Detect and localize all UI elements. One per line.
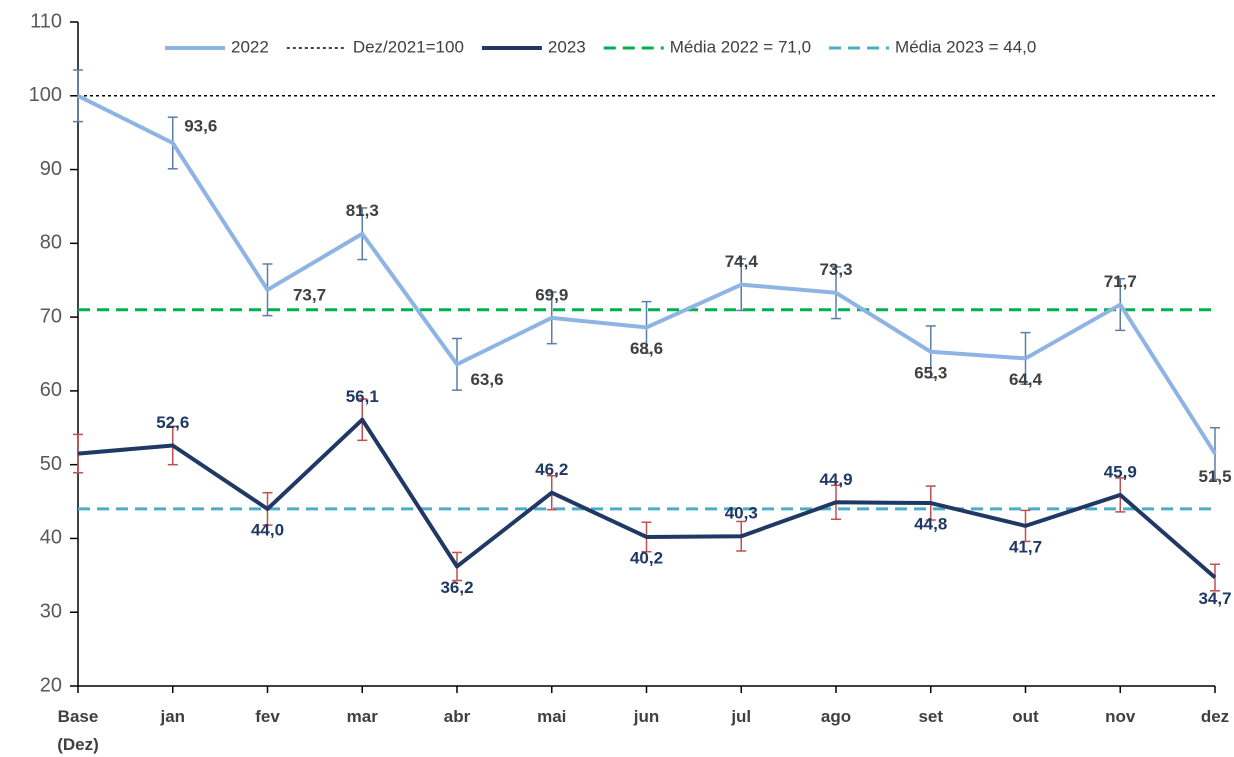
value-label: 74,4 <box>725 252 759 271</box>
x-tick-label: fev <box>255 707 280 726</box>
y-tick-label: 60 <box>40 379 62 401</box>
value-label: 51,5 <box>1198 467 1231 486</box>
x-tick-label: Base (Dez) <box>57 707 99 754</box>
value-label: 44,9 <box>819 470 852 489</box>
x-tick-label-line: mar <box>347 707 379 726</box>
legend-label: 2023 <box>548 37 586 56</box>
x-tick-label-line: ago <box>821 707 851 726</box>
value-label: 45,9 <box>1104 462 1137 481</box>
value-label: 40,3 <box>725 504 758 523</box>
x-tick-label: mar <box>347 707 379 726</box>
value-label: 63,6 <box>470 370 503 389</box>
x-tick-label: abr <box>444 707 471 726</box>
value-label: 34,7 <box>1198 589 1231 608</box>
y-tick-label: 30 <box>40 601 62 623</box>
value-label: 73,3 <box>819 260 852 279</box>
value-label: 64,4 <box>1009 370 1043 389</box>
value-label: 69,9 <box>535 285 568 304</box>
x-tick-label: ago <box>821 707 851 726</box>
legend-label: 2022 <box>231 37 269 56</box>
x-tick-label: dez <box>1201 707 1229 726</box>
x-tick-label-line: (Dez) <box>57 735 99 754</box>
value-label: 40,2 <box>630 548 663 567</box>
x-tick-label-line: jan <box>159 707 185 726</box>
value-label: 56,1 <box>346 387 379 406</box>
x-tick-label-line: out <box>1012 707 1039 726</box>
y-tick-label: 110 <box>30 10 62 32</box>
x-tick-label-line: jun <box>633 707 660 726</box>
x-tick-label-line: abr <box>444 707 471 726</box>
value-label: 81,3 <box>346 201 379 220</box>
x-tick-label-line: Base <box>58 707 99 726</box>
value-label: 93,6 <box>184 116 217 135</box>
value-label: 52,6 <box>156 413 189 432</box>
y-tick-label: 100 <box>29 84 62 106</box>
value-label: 44,8 <box>914 515 947 534</box>
x-tick-label-line: set <box>918 707 943 726</box>
value-label: 44,0 <box>251 520 284 539</box>
value-label: 46,2 <box>535 460 568 479</box>
series-line <box>77 417 1217 580</box>
x-tick-label: jun <box>633 707 660 726</box>
y-tick-label: 70 <box>40 305 62 327</box>
value-label: 73,7 <box>293 285 326 304</box>
x-tick-label: jul <box>730 707 751 726</box>
series-line <box>77 93 1217 455</box>
legend-label: Média 2022 = 71,0 <box>670 37 811 56</box>
x-tick-label-line: mai <box>537 707 566 726</box>
value-label: 36,2 <box>440 578 473 597</box>
y-tick-label: 40 <box>40 527 62 549</box>
x-tick-label-line: jul <box>730 707 751 726</box>
value-label: 41,7 <box>1009 537 1042 556</box>
y-tick-label: 20 <box>40 674 62 696</box>
y-tick-label: 50 <box>40 453 62 475</box>
x-tick-label: out <box>1012 707 1039 726</box>
value-label: 68,6 <box>630 339 663 358</box>
x-tick-label: nov <box>1105 707 1136 726</box>
x-tick-label-line: dez <box>1201 707 1229 726</box>
y-tick-label: 90 <box>40 158 62 180</box>
x-tick-label: jan <box>159 707 185 726</box>
legend-label: Média 2023 = 44,0 <box>895 37 1036 56</box>
value-label: 71,7 <box>1104 272 1137 291</box>
y-tick-label: 80 <box>40 232 62 254</box>
x-tick-label: mai <box>537 707 566 726</box>
x-tick-label: set <box>918 707 943 726</box>
legend-label: Dez/2021=100 <box>353 37 464 56</box>
value-label: 65,3 <box>914 363 947 382</box>
x-tick-label-line: nov <box>1105 707 1136 726</box>
x-tick-label-line: fev <box>255 707 280 726</box>
